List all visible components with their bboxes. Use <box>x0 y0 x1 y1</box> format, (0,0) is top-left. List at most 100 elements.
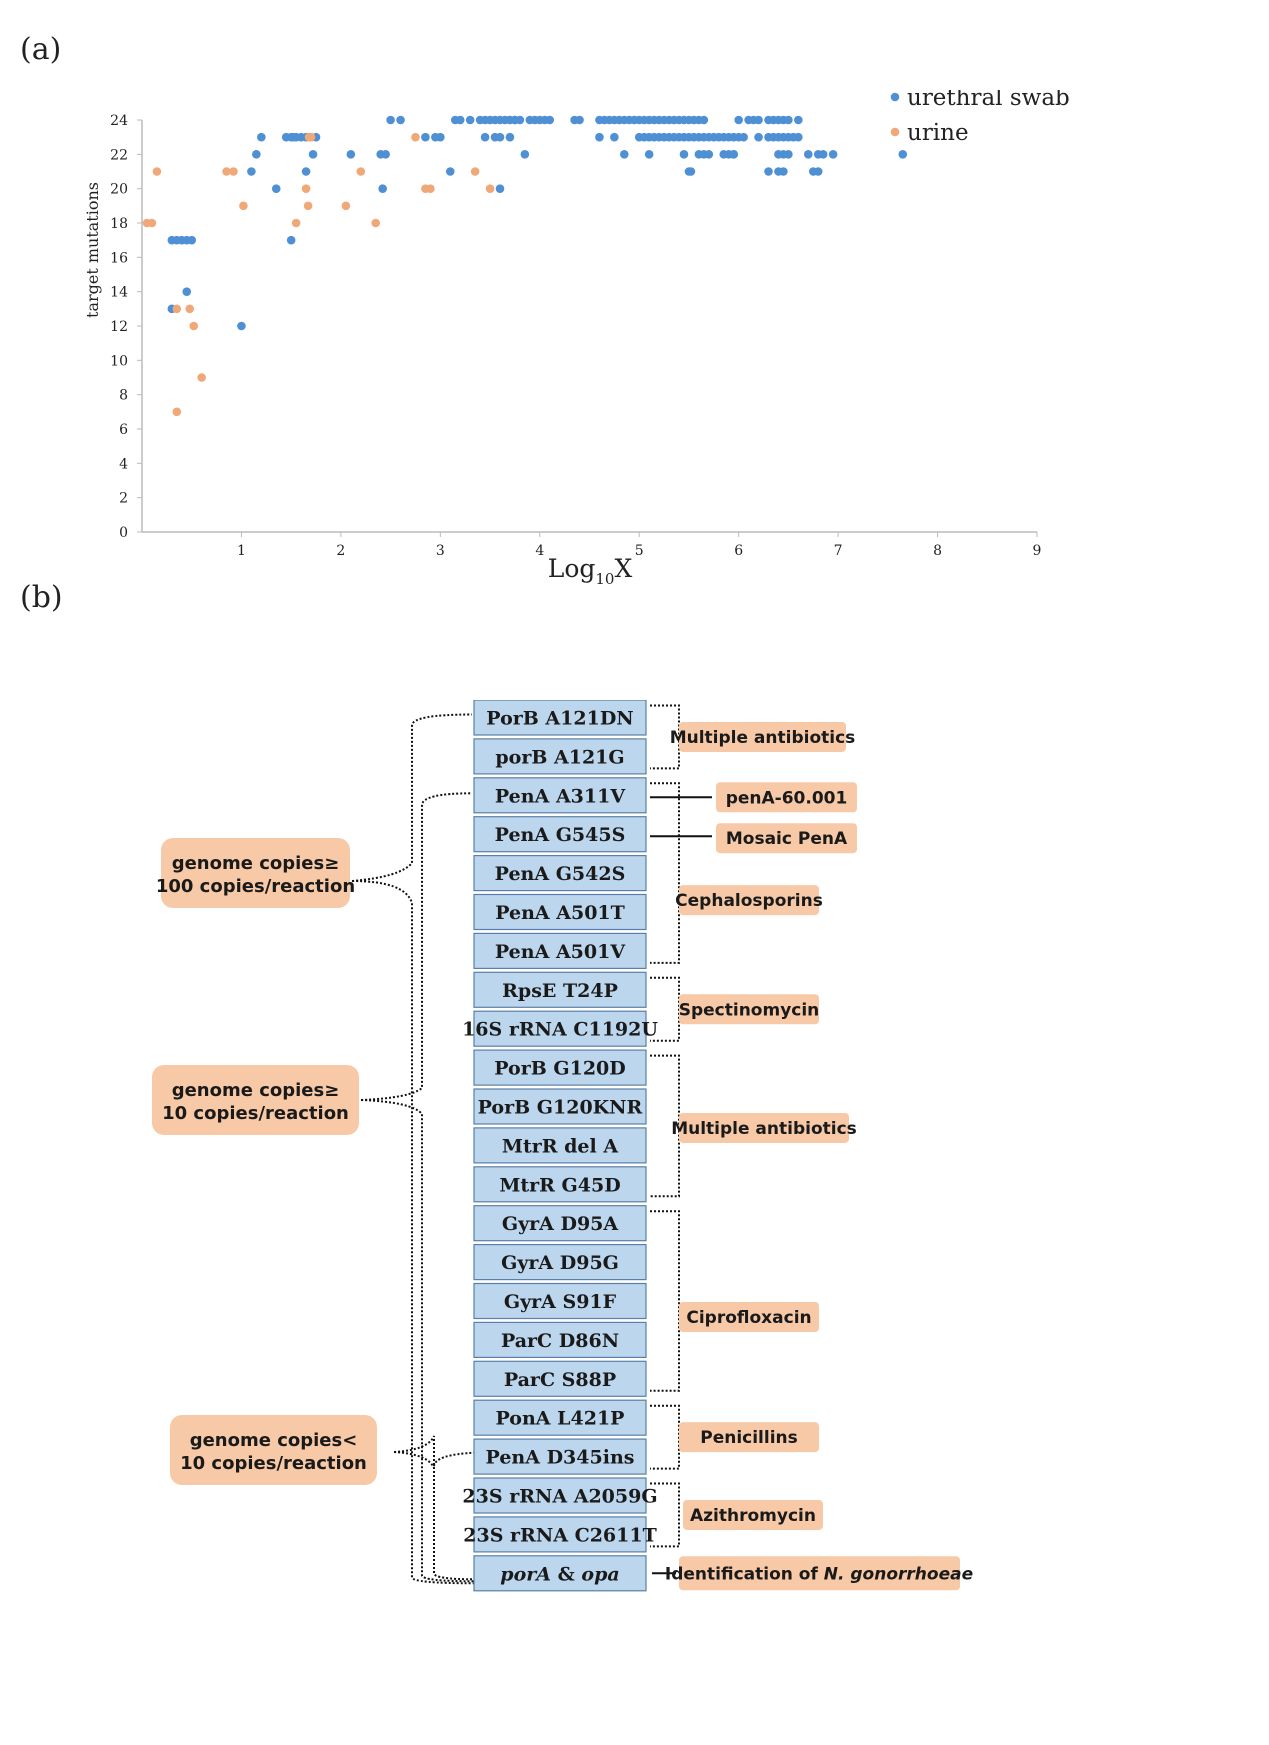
gene-box: PorB G120KNR <box>473 1088 647 1125</box>
mutation-diagram: PorB A121DN porB A121G PenA A311V PenA G545… <box>152 700 973 1592</box>
urethral-swab-point <box>898 150 908 159</box>
y-tick-label: 20 <box>110 182 128 198</box>
y-tick-label: 22 <box>110 147 128 163</box>
gene-box: RpsE T24P <box>473 971 647 1008</box>
urethral-swab-point <box>764 167 773 176</box>
gene-box: GyrA D95G <box>473 1243 647 1281</box>
urethral-swab-point <box>257 132 266 142</box>
gene-label: MtrR G45D <box>499 1174 620 1196</box>
gene-label: PenA D345ins <box>486 1447 635 1469</box>
category-box: Cephalosporins <box>675 885 823 916</box>
urethral-swab-point <box>247 167 256 176</box>
y-tick-label: 14 <box>110 285 128 301</box>
urethral-swab-point <box>237 321 246 331</box>
urine-point <box>356 167 366 176</box>
urine-point <box>291 218 301 228</box>
category-box: penA-60.001 <box>716 782 857 813</box>
gene-box: PenA A501T <box>473 893 647 931</box>
gene-box: PenA G545S <box>473 816 647 853</box>
y-tick-label: 0 <box>119 525 128 541</box>
category-labels: Multiple antibiotics penA-60.001 Mosaic Pe… <box>665 721 973 1591</box>
urethral-swab-point <box>445 167 455 176</box>
urethral-swab-point <box>386 115 395 125</box>
urethral-swab-point <box>779 167 788 176</box>
category-label: Ciprofloxacin <box>686 1308 811 1328</box>
category-label: Multiple antibiotics <box>671 1119 857 1139</box>
category-label: Azithromycin <box>690 1506 816 1526</box>
urethral-swab-point <box>187 235 197 245</box>
urethral-swab-point <box>510 115 520 125</box>
urine-point <box>341 201 351 211</box>
legend-label: urine <box>907 120 969 146</box>
gene-box: 23S rRNA A2059G <box>462 1477 658 1514</box>
gene-label: 23S rRNA A2059G <box>462 1486 657 1508</box>
group-box: genome copies<10 copies/reaction <box>170 1415 377 1485</box>
urethral-swab-point <box>813 167 823 176</box>
urethral-swab-point <box>301 167 311 176</box>
group-label-line1: genome copies≥ <box>172 1080 340 1101</box>
category-box: Azithromycin <box>683 1499 823 1530</box>
category-label: Mosaic PenA <box>726 829 848 849</box>
gene-label: PenA A501T <box>495 902 625 924</box>
gene-label: PenA G542S <box>495 863 626 885</box>
bracket-azithromycin <box>650 1482 680 1548</box>
gene-label: PenA G545S <box>495 824 626 846</box>
gene-box: PorB A121DN <box>473 700 647 736</box>
bracket-ciprofloxacin <box>650 1210 680 1392</box>
gene-box: PonA L421P <box>473 1399 647 1436</box>
urethral-swab-point <box>595 132 604 142</box>
urethral-swab-point <box>686 167 696 176</box>
x-tick-label: 3 <box>436 543 445 559</box>
x-tick-label: 5 <box>635 543 644 559</box>
gene-box-column: PorB A121DN porB A121G PenA A311V PenA G545… <box>462 700 658 1592</box>
x-tick-label: 7 <box>834 543 843 559</box>
panel-label-a: (a) <box>20 32 62 67</box>
x-tick-label: 8 <box>933 543 942 559</box>
gene-label: PonA L421P <box>496 1408 625 1430</box>
gene-label: GyrA D95G <box>501 1252 619 1274</box>
urethral-swab-point <box>784 115 793 125</box>
urethral-swab-point <box>381 150 390 159</box>
urine-point <box>470 167 480 176</box>
category-box: Penicillins <box>679 1422 819 1453</box>
urine-point <box>301 184 311 193</box>
urethral-swab-point <box>679 150 689 159</box>
x-tick-label: 9 <box>1033 543 1042 559</box>
gene-box: PenA A501V <box>473 932 647 969</box>
urethral-swab-point <box>704 150 714 159</box>
x-tick-label: 6 <box>734 543 743 559</box>
y-axis-label: target mutations <box>83 182 102 318</box>
legend-marker <box>890 127 900 137</box>
urethral-swab-point <box>828 150 838 159</box>
urethral-swab-point <box>252 150 261 159</box>
gene-box: PenA G542S <box>473 855 647 892</box>
urethral-swab-point <box>167 235 177 245</box>
group-label-line2: 100 copies/reaction <box>156 876 355 897</box>
urethral-swab-point <box>505 132 515 142</box>
y-tick-label: 18 <box>110 216 128 232</box>
group-label-line1: genome copies≥ <box>172 853 340 874</box>
y-tick-label: 16 <box>110 250 128 266</box>
gene-label: 16S rRNA C1192U <box>462 1019 658 1041</box>
urine-point <box>411 132 420 142</box>
group-box: genome copies≥100 copies/reaction <box>156 838 355 908</box>
urethral-swab-point <box>644 150 654 159</box>
group2-lower-bracket <box>360 1099 477 1583</box>
urethral-swab-point <box>739 132 748 142</box>
urine-point <box>239 201 248 211</box>
urethral-swab-point <box>495 184 505 193</box>
bracket-cephalosporins <box>650 782 680 964</box>
group3-lower-bracket <box>393 1451 477 1581</box>
urethral-swab-point <box>436 132 445 142</box>
gene-box: MtrR G45D <box>473 1166 647 1203</box>
category-box: Multiple antibiotics <box>670 721 855 752</box>
x-tick-label: 4 <box>535 543 544 559</box>
y-tick-label: 24 <box>110 113 128 129</box>
urine-point <box>147 218 157 228</box>
gene-box: PenA D345ins <box>473 1438 647 1475</box>
category-label: penA-60.001 <box>726 788 848 808</box>
gene-box: porB A121G <box>473 738 647 775</box>
urethral-swab-point <box>520 150 530 159</box>
urethral-swab-point <box>803 150 813 159</box>
urethral-swab-point <box>610 132 619 142</box>
